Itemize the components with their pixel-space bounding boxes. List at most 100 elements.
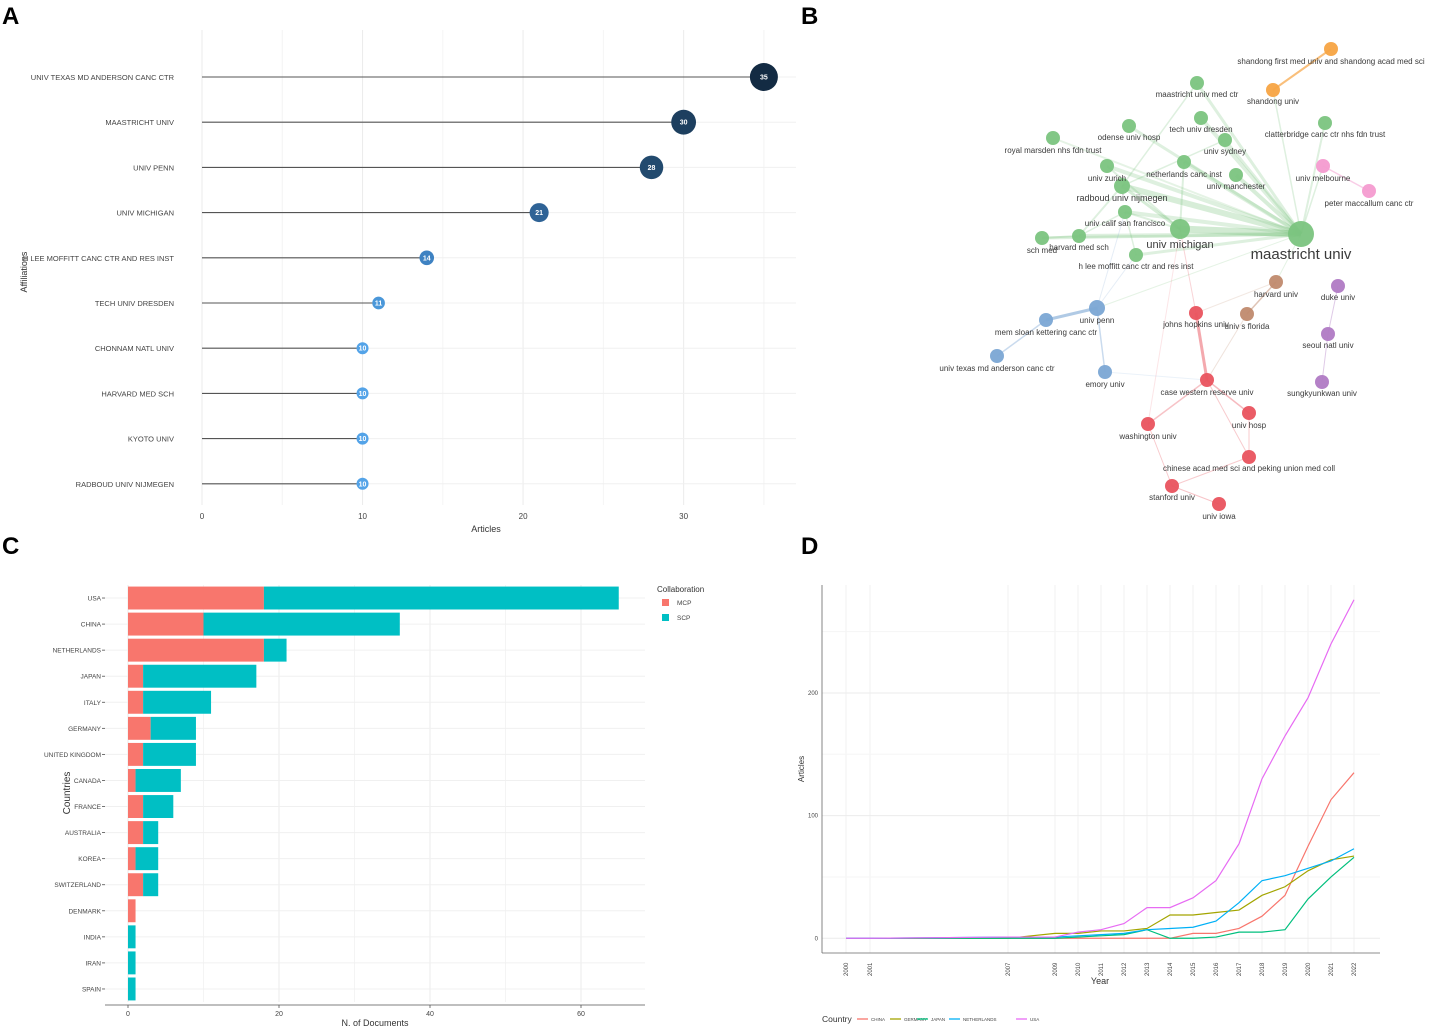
panel-b-node-label: sch med (1027, 246, 1057, 255)
panel-b-node (1165, 479, 1179, 493)
panel-a-category-label: TECH UNIV DRESDEN (95, 299, 174, 308)
panel-c-bar-scp (150, 716, 196, 740)
panel-b-node (1288, 221, 1314, 247)
panel-d-legend-label: CHINA (871, 1017, 885, 1022)
panel-c-bar-mcp (128, 821, 144, 845)
panel-c-bar-scp (143, 795, 174, 818)
panel-b-edge (1246, 281, 1277, 315)
panel-a-point-label: 21 (535, 210, 543, 217)
panel-b-node-label: shandong univ (1247, 97, 1299, 106)
panel-b-node-label: johns hopkins univ (1162, 320, 1229, 329)
panel-b-edge (1234, 173, 1303, 236)
panel-a-x-tick-label: 20 (519, 512, 528, 521)
panel-b-edge (1199, 116, 1303, 236)
panel-b-edge (1124, 211, 1137, 256)
panel-c-bar-mcp (128, 847, 136, 871)
panel-b-node (1316, 159, 1330, 173)
panel-c-bar-scp (263, 586, 619, 610)
panel-a-x-tick-label: 0 (200, 512, 205, 521)
panel-b-node-label: univ iowa (1202, 512, 1236, 521)
panel-c-bar-mcp (128, 769, 136, 792)
panel-c-x-tick-label: 20 (275, 1011, 283, 1018)
panel-b-node-label: univ sydney (1204, 147, 1246, 156)
panel-b-node (1072, 229, 1086, 243)
panel-b-node-label: harvard med sch (1049, 243, 1109, 252)
panel-b-node (1229, 168, 1243, 182)
panel-b-edge (1206, 379, 1250, 414)
panel-a-category-label: UNIV PENN (133, 163, 174, 172)
panel-b-edge (1171, 485, 1220, 505)
panel-b-node-label: univ texas md anderson canc ctr (939, 364, 1055, 373)
panel-b-node-label: univ penn (1080, 316, 1115, 325)
panel-d-x-tick-label: 2010 (1076, 962, 1082, 976)
panel-b-node-label: univ manchester (1207, 182, 1266, 191)
panel-b-node (1200, 373, 1214, 387)
panel-c-bar-scp (203, 612, 400, 636)
panel-b-edge (1300, 122, 1326, 235)
panel-c-bar-mcp (128, 586, 264, 610)
panel-b-node-label: shandong first med univ and shandong aca… (1237, 57, 1424, 66)
panel-b-node-label: mem sloan kettering canc ctr (995, 328, 1098, 337)
panel-c-category-label: FRANCE (74, 804, 101, 811)
panel-d-x-tick-label: 2007 (1006, 962, 1012, 976)
panel-b-edge (1147, 228, 1181, 425)
panel-d-x-tick-label: 2022 (1352, 962, 1358, 976)
panel-d-x-tick-label: 2011 (1099, 962, 1105, 976)
panel-c-bar-mcp (128, 795, 144, 818)
panel-b-edge (1104, 371, 1208, 381)
panel-d-x-tick-label: 2018 (1260, 962, 1266, 976)
panel-a-point-label: 10 (359, 481, 367, 488)
panel-c-legend-swatch (662, 614, 669, 621)
panel-b-edge (1121, 184, 1181, 231)
panel-a-point-label: 30 (680, 120, 688, 127)
panel-b-node (1098, 365, 1112, 379)
panel-b-node-label: emory univ (1085, 380, 1124, 389)
panel-c-bar-scp (143, 873, 159, 897)
panel-c-y-axis-title: Countries (62, 772, 73, 815)
panel-a-point (356, 477, 369, 490)
panel-c-category-label: IRAN (85, 960, 101, 967)
panel-b-node-label: maastricht univ med ctr (1156, 90, 1239, 99)
panel-c-bar-scp (135, 847, 159, 871)
panel-b-edge (1096, 211, 1126, 309)
panel-b-node-label: chinese acad med sci and peking union me… (1163, 464, 1335, 473)
panel-b-edge (1078, 232, 1302, 238)
panel-b-node (1100, 159, 1114, 173)
panel-c-category-label: GERMANY (68, 726, 102, 733)
panel-a-x-tick-label: 10 (358, 512, 367, 521)
panel-d-legend-label: JAPAN (931, 1017, 945, 1022)
panel-b-node (1046, 131, 1060, 145)
panel-b-edge (1171, 456, 1250, 487)
panel-d-x-tick-label: 2019 (1283, 962, 1289, 976)
panel-c-category-label: AUSTRALIA (65, 830, 102, 837)
panel-d-series-china (846, 772, 1355, 939)
panel-b-edge (1195, 281, 1277, 314)
panel-c-stacked-bar-chart: USA CHINA NETHERLANDS JAPAN ITALY GERMANY UNIT… (44, 585, 704, 1028)
panel-b-edge (1272, 89, 1302, 235)
panel-b-node (1177, 155, 1191, 169)
panel-a-point (356, 432, 369, 445)
panel-c-category-label: KOREA (78, 856, 101, 863)
panel-b-edge (1121, 183, 1302, 237)
panel-a-category-label: CHONNAM NATL UNIV (95, 344, 174, 353)
panel-d-x-tick-label: 2020 (1306, 962, 1312, 976)
panel-a-point (356, 342, 369, 355)
panel-b-node (1141, 417, 1155, 431)
panel-a-x-axis-title: Articles (471, 524, 501, 534)
panel-b-edge (1121, 82, 1198, 187)
panel-b-node-label: peter maccallum canc ctr (1325, 199, 1414, 208)
panel-b-node-label: netherlands canc inst (1146, 170, 1222, 179)
panel-d-x-tick-label: 2016 (1214, 962, 1220, 976)
panel-a-point-label: 35 (760, 75, 768, 82)
panel-b-node-label: h lee moffitt canc ctr and res inst (1078, 262, 1194, 271)
panel-c-category-label: NETHERLANDS (53, 648, 102, 655)
panel-a-point-label: 10 (359, 346, 367, 353)
panel-c-category-label: SWITZERLAND (54, 882, 101, 889)
panel-b-node-label: maastricht univ (1251, 246, 1352, 263)
panel-c-category-label: JAPAN (81, 674, 102, 681)
panel-a-category-label: RADBOUD UNIV NIJMEGEN (76, 480, 174, 489)
panel-b-edge (1052, 137, 1302, 235)
panel-d-x-tick-label: 2014 (1168, 962, 1174, 976)
panel-b-edge (1322, 165, 1370, 192)
panel-b-edge (1223, 139, 1303, 235)
